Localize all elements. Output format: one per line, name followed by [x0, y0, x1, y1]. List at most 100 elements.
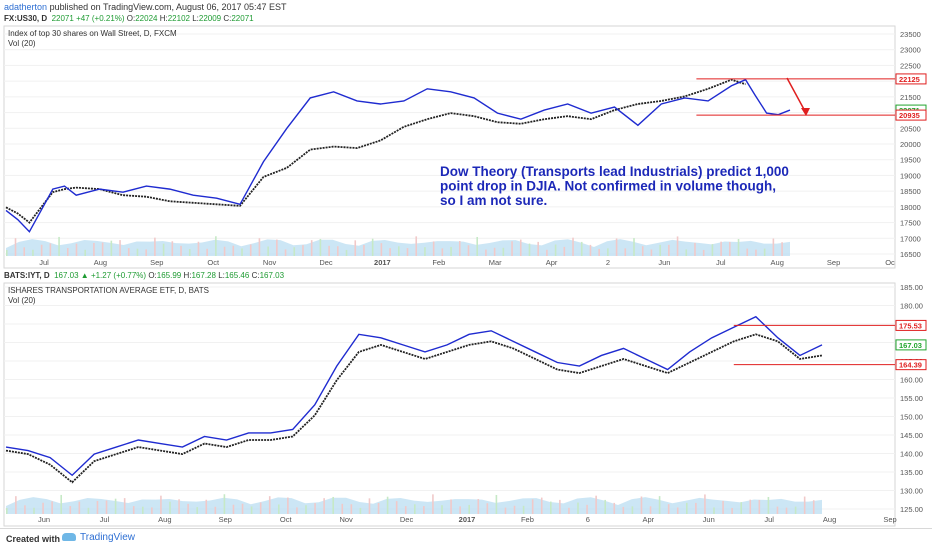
panel2-y-tick: 150.00 — [900, 413, 923, 422]
panel2-price-badge — [895, 319, 927, 331]
panel1-volume-bar — [110, 240, 113, 256]
panel1-volume-bar — [546, 249, 548, 256]
panel1-volume-bar — [650, 249, 653, 256]
panel2-volume-bar — [160, 495, 162, 514]
panel1-volume-bar — [354, 240, 357, 256]
panel2-volume-bar — [386, 496, 389, 514]
panel1-volume-bar — [415, 236, 418, 256]
panel1-x-tick: Aug — [771, 258, 784, 267]
panel1-volume-bar — [310, 240, 313, 256]
panel1-price-badge-label: 22125 — [899, 75, 920, 84]
author-link[interactable]: adatherton — [4, 2, 48, 12]
panel1-volume-bar — [476, 236, 478, 256]
panel1-symbol[interactable]: FX:US30, D — [4, 14, 48, 23]
panel2-volume-bar — [60, 494, 62, 514]
panel1-x-tick: Sep — [827, 258, 840, 267]
panel2-volume-bar — [259, 502, 262, 514]
panel2-symbol[interactable]: BATS:IYT, D — [4, 271, 50, 280]
panel1-volume-bar — [284, 249, 287, 256]
panel2-volume-bar — [395, 501, 398, 514]
panel1-volume-bar — [711, 244, 714, 256]
panel2-volume-bar — [613, 502, 616, 514]
panel2-volume-bar — [87, 507, 90, 514]
panel1-price-badge — [895, 109, 927, 121]
panel1-volume-bar — [49, 243, 52, 256]
panel2-volume-bar — [740, 502, 742, 514]
panel1-volume-bar — [249, 244, 252, 256]
panel2-volume-bar — [287, 497, 289, 514]
panel2-volume-bar — [404, 506, 407, 514]
panel2-volume-bar — [142, 506, 144, 514]
panel1-volume-bar — [23, 247, 26, 256]
panel2-volume-bar — [586, 504, 588, 514]
panel2-volume-bar — [468, 504, 470, 514]
panel1-volume-bar — [659, 244, 661, 256]
panel1-y-tick: 17500 — [900, 219, 921, 228]
tradingview-brand[interactable]: TradingView — [62, 532, 135, 543]
panel2-volume-bar — [713, 507, 715, 514]
panel1-volume-bar — [624, 248, 627, 256]
panel1-volume-bar — [267, 246, 269, 256]
panel1-volume-bar — [493, 247, 496, 256]
panel2-y-tick: 140.00 — [900, 450, 923, 459]
panel2-volume-bar — [414, 504, 416, 514]
panel2-volume-bar — [686, 502, 688, 514]
panel1-x-tick: Jul — [39, 258, 49, 267]
panel2-x-tick: Jul — [100, 515, 110, 524]
panel2-volume-bar — [486, 503, 489, 514]
panel1-volume-bar — [694, 242, 696, 256]
panel2-x-tick: Oct — [280, 515, 293, 524]
panel1-y-tick: 18500 — [900, 187, 921, 196]
panel1-volume-bar — [58, 236, 60, 256]
panel2-y-tick: 160.00 — [900, 376, 923, 385]
panel1-volume-bar — [32, 249, 34, 256]
panel1-volume-bar — [319, 238, 322, 256]
panel1-y-tick: 19000 — [900, 171, 921, 180]
drop-arrow — [786, 77, 807, 114]
panel2-volume-bar — [794, 506, 797, 514]
panel2-volume-bar — [323, 498, 325, 514]
panel2-volume-bar — [132, 506, 135, 514]
panel1-volume-bar — [502, 247, 505, 256]
panel2-volume-bar — [241, 503, 244, 514]
panel1-volume-bar — [702, 249, 705, 256]
panel1-volume-bar — [537, 241, 539, 256]
panel1-volume-bar — [363, 244, 365, 256]
annotation-text: so I am not sure. — [440, 193, 547, 208]
publish-header: adatherton published on TradingView.com,… — [4, 2, 287, 12]
panel2-volume-bar — [296, 507, 298, 514]
panel2-volume-bar — [749, 499, 752, 514]
panel1-high: 22102 — [167, 14, 190, 23]
panel2-x-tick: Sep — [219, 515, 232, 524]
panel1-volume-bar — [633, 238, 635, 256]
panel2-volume-bar — [550, 501, 552, 514]
panel1-y-tick: 23000 — [900, 46, 921, 55]
panel1-price-badge-label: 20935 — [899, 111, 920, 120]
panel1-volume-bar — [180, 245, 182, 256]
panel1-volume-bar — [276, 239, 278, 256]
panel1-price-badge — [895, 73, 927, 85]
chart-canvas[interactable]: 2350023000225002200021500210002050020000… — [0, 0, 932, 528]
panel1-volume-bar — [101, 242, 104, 256]
panel2-y-tick: 145.00 — [900, 431, 923, 440]
panel2-volume-bar — [450, 499, 452, 514]
panel2-volume-bar — [350, 504, 353, 514]
panel2-volume-bar — [278, 504, 280, 514]
panel1-high-label: H: — [159, 14, 168, 23]
panel2-volume-bar — [205, 499, 208, 514]
panel2-x-tick: Feb — [521, 515, 534, 524]
panel2-volume-bar — [459, 506, 461, 514]
panel2-volume-bar — [785, 507, 788, 514]
panel1-title: Index of top 30 shares on Wall Street, D… — [8, 29, 177, 38]
panel1-volume-bar — [258, 238, 261, 256]
annotation-text: Dow Theory (Transports lead Industrials)… — [440, 164, 789, 179]
panel2-y-tick: 155.00 — [900, 394, 923, 403]
panel1-volume-bar — [75, 243, 78, 256]
panel2-volume-bar — [604, 499, 606, 514]
panel2-volume-bar — [649, 506, 652, 514]
panel1-volume-bar — [293, 247, 296, 256]
panel1-x-tick: Aug — [94, 258, 107, 267]
tradingview-brand-label: TradingView — [80, 532, 136, 543]
panel1-volume-bar — [467, 245, 470, 256]
panel2-volume-bar — [658, 496, 661, 514]
